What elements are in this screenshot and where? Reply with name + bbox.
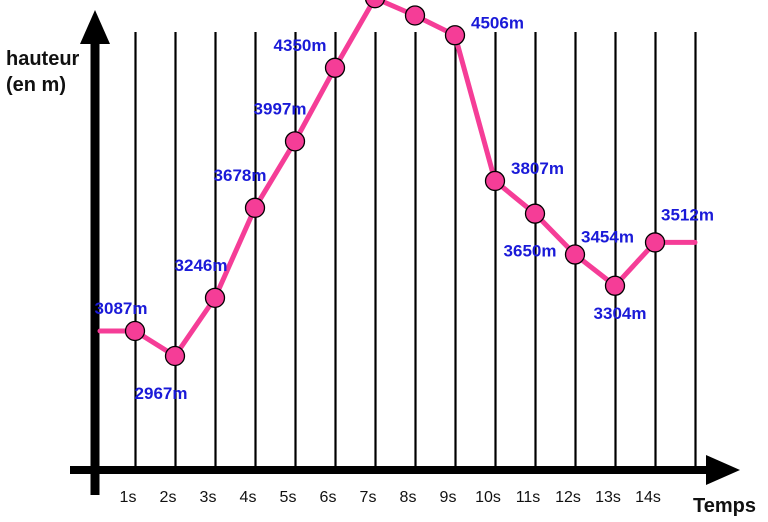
data-label-4s: 3678m [214, 166, 267, 185]
data-label-9s: 4506m [471, 13, 524, 32]
y-axis-title-line2: (en m) [6, 74, 66, 96]
data-label-10s: 3807m [511, 159, 564, 178]
x-axis-title: Temps [693, 495, 756, 517]
y-axis-arrow [80, 10, 110, 44]
point-10s [484, 170, 506, 192]
x-tick-1s: 1s [120, 489, 137, 506]
data-label-11s: 3650m [504, 242, 557, 261]
x-tick-5s: 5s [280, 489, 297, 506]
x-tick-4s: 4s [240, 489, 257, 506]
x-tick-6s: 6s [320, 489, 337, 506]
series-line [97, 0, 698, 359]
point-11s [524, 203, 546, 224]
point-13s [604, 275, 626, 296]
x-tick-8s: 8s [400, 489, 417, 506]
gridlines [134, 32, 697, 470]
data-label-3s: 3246m [175, 256, 228, 275]
point-9s [444, 25, 466, 46]
x-axis-arrow [706, 455, 740, 485]
point-6s [324, 57, 346, 78]
x-tick-2s: 2s [160, 489, 177, 506]
axes [70, 10, 740, 495]
y-axis-title: hauteur (en m) [6, 46, 79, 98]
data-label-2s: 2967m [135, 384, 188, 403]
data-label-13s: 3304m [594, 304, 647, 323]
data-label-14s: 3512m [661, 205, 714, 224]
x-tick-3s: 3s [200, 489, 217, 506]
point-12s [564, 244, 586, 265]
point-4s [244, 197, 266, 218]
series-hauteur [97, 0, 698, 367]
point-14s [644, 232, 666, 253]
x-tick-7s: 7s [360, 489, 377, 506]
x-tick-12s: 12s [555, 489, 581, 506]
data-label-6s: 4350m [274, 36, 327, 55]
point-1s [124, 320, 146, 342]
point-7s [365, 0, 385, 9]
data-labels: 3087m2967m3246m3678m3997m4350m4684m4601m… [95, 13, 714, 403]
x-tick-10s: 10s [475, 489, 501, 506]
x-tick-13s: 13s [595, 489, 621, 506]
y-axis-title-line1: hauteur [6, 48, 80, 70]
point-5s [284, 131, 306, 152]
point-3s [204, 287, 226, 309]
x-tick-11s: 11s [516, 489, 541, 506]
x-tick-labels: 1s 2s 3s 4s 5s 6s 7s 8s 9s 10s 11s 12s 13s 14s [120, 489, 661, 506]
point-2s [164, 345, 186, 367]
data-label-1s: 3087m [95, 299, 148, 318]
x-tick-14s: 14s [635, 489, 661, 506]
data-label-12s: 3454m [581, 228, 634, 247]
point-8s [404, 5, 426, 26]
x-tick-9s: 9s [440, 489, 457, 506]
data-label-5s: 3997m [254, 99, 307, 118]
